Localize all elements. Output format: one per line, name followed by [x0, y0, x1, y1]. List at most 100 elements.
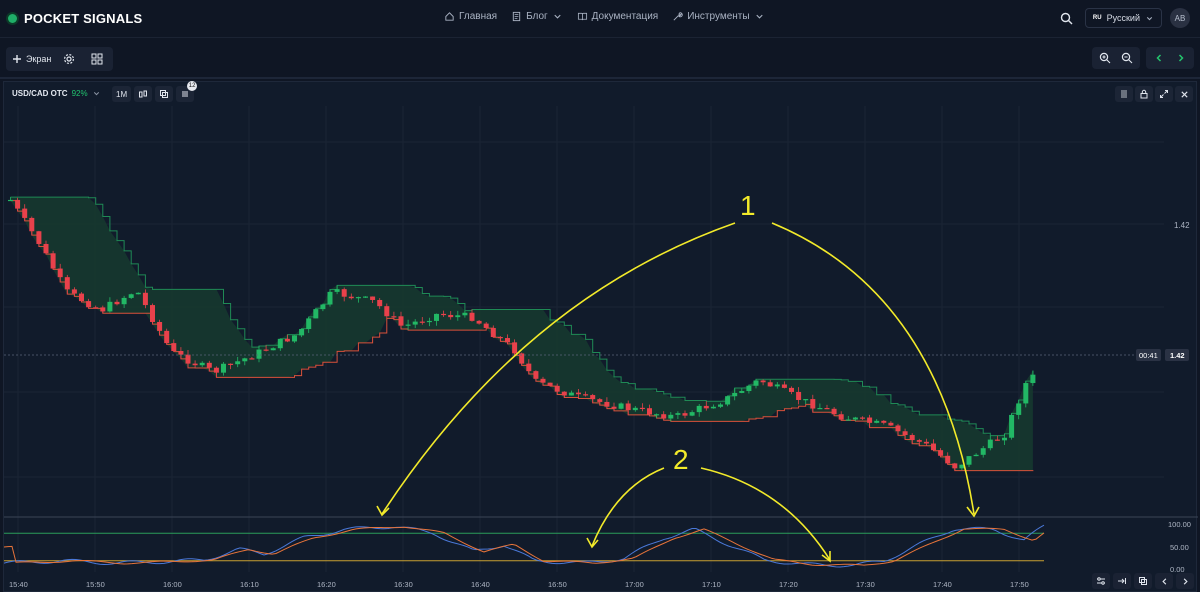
candle [838, 414, 844, 420]
candle [135, 292, 141, 295]
add-screen-button[interactable]: Экран [12, 54, 51, 64]
fullscreen-button[interactable] [1155, 86, 1173, 102]
candle [554, 385, 560, 392]
timeframe-button[interactable]: 1M [112, 86, 132, 102]
candle [192, 363, 198, 366]
brand-logo[interactable]: POCKET SIGNALS [8, 11, 142, 26]
asset-selector[interactable]: USD/CAD OTC 92% [12, 89, 101, 98]
candle [746, 385, 752, 392]
time-label: 17:00 [625, 580, 644, 589]
brand-name: POCKET SIGNALS [24, 11, 143, 26]
candle [888, 422, 894, 426]
menu-item-home[interactable]: Главная [444, 11, 497, 22]
candle [1023, 383, 1029, 404]
avatar[interactable]: AB [1170, 8, 1190, 28]
candle [639, 407, 645, 410]
zoom-out-button[interactable] [1117, 49, 1137, 67]
copy-layout-button[interactable] [1134, 573, 1152, 589]
copy-button[interactable] [155, 86, 174, 102]
search-button[interactable] [1057, 8, 1077, 28]
candle [860, 417, 865, 419]
scroll-left-button[interactable] [1155, 573, 1173, 589]
candle [540, 378, 546, 383]
menu-item-tools[interactable]: Инструменты [672, 11, 764, 22]
candle [355, 297, 361, 299]
candle [1016, 403, 1022, 415]
candle [469, 312, 475, 321]
candle [675, 413, 681, 415]
annotation-arrow-1b [771, 222, 975, 515]
lock-button[interactable] [1135, 86, 1153, 102]
price-chart[interactable]: 1.42 00:41 1.42 100.00 50.00 0.00 15:40 1… [4, 82, 1198, 592]
candle [8, 199, 13, 202]
candle [270, 348, 276, 351]
candle [980, 448, 986, 455]
candle [710, 406, 716, 409]
menu-item-docs[interactable]: Документация [577, 11, 658, 22]
time-label: 17:50 [1010, 580, 1029, 589]
candle [561, 391, 567, 396]
candle [753, 380, 759, 386]
drag-handle[interactable] [1115, 86, 1133, 102]
candle [405, 324, 411, 326]
chevron-down-icon [1146, 16, 1153, 20]
list-icon [182, 91, 189, 97]
chevron-right-icon [1183, 577, 1188, 585]
zoom-in-button[interactable] [1095, 49, 1115, 67]
candle [299, 328, 305, 336]
settings-button[interactable] [59, 49, 79, 69]
candle [647, 408, 652, 415]
candle [121, 297, 127, 305]
candle [157, 321, 163, 331]
candle [263, 349, 269, 351]
candle [57, 268, 63, 278]
candle [391, 316, 397, 318]
lock-icon [1140, 89, 1148, 99]
candle [320, 304, 326, 310]
annotation-arrow-1b-head [966, 506, 980, 518]
next-button[interactable] [1171, 49, 1191, 67]
candle [703, 405, 709, 409]
zoom-in-icon [1099, 52, 1111, 64]
candle [64, 277, 70, 290]
candle [490, 327, 496, 338]
candle [1002, 437, 1007, 441]
layout-button[interactable] [87, 49, 107, 69]
menu-item-home-label: Главная [459, 11, 498, 22]
toolbar-right [1092, 47, 1194, 69]
candle [597, 399, 603, 402]
chart-type-button[interactable] [134, 86, 153, 102]
candle [483, 323, 489, 328]
menu-item-blog-label: Блог [526, 11, 548, 22]
candle [789, 387, 794, 392]
candle [966, 456, 972, 465]
candle [725, 396, 731, 405]
candle [15, 199, 21, 209]
candle [79, 293, 84, 302]
candle [171, 343, 177, 351]
candle [881, 420, 887, 423]
arrow-to-end-icon [1118, 578, 1126, 584]
close-button[interactable] [1175, 86, 1193, 102]
scroll-right-button[interactable] [1176, 573, 1194, 589]
candle [71, 289, 77, 294]
annotation-arrow-2b-head [821, 551, 831, 563]
candle [718, 404, 723, 407]
home-icon [445, 12, 454, 21]
candle [867, 417, 873, 423]
candles-icon [139, 90, 148, 98]
prev-button[interactable] [1149, 49, 1169, 67]
time-label: 16:00 [163, 580, 182, 589]
indicators-button[interactable]: 12 [176, 81, 198, 102]
chart-bottom-tools [1092, 573, 1194, 589]
candle [22, 208, 28, 218]
annotation-arrow-2b [700, 467, 831, 561]
scroll-to-end-button[interactable] [1113, 573, 1131, 589]
candle [824, 408, 830, 410]
current-price-tag [1165, 349, 1189, 361]
language-selector[interactable]: RU Русский [1084, 8, 1162, 28]
menu-item-blog[interactable]: Блог [511, 11, 563, 22]
band-fill [10, 197, 1033, 471]
settings-toggle-button[interactable] [1092, 573, 1110, 589]
candle [760, 380, 766, 383]
